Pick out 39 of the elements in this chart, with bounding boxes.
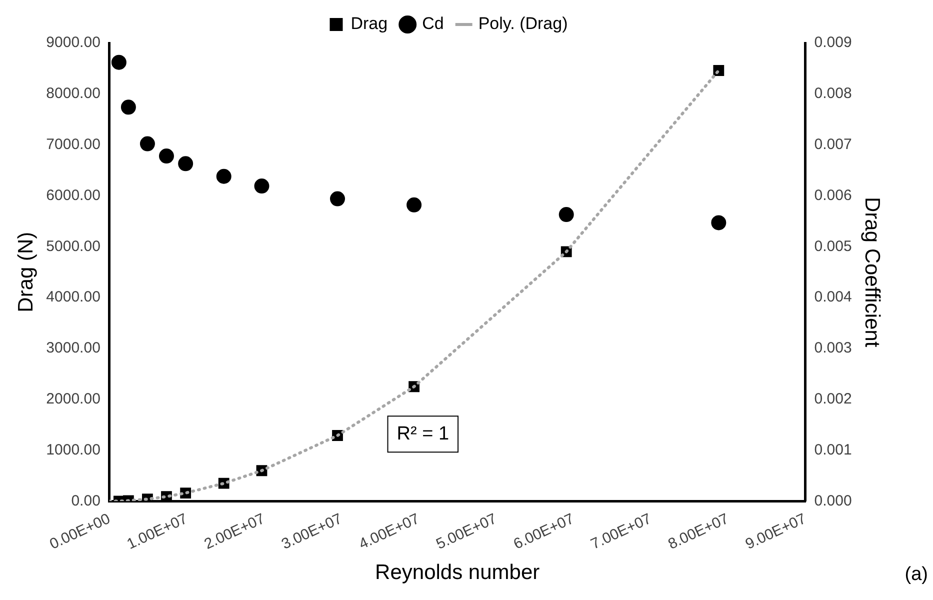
y-tick-label: 2000.00 (46, 390, 100, 408)
point (330, 191, 346, 206)
y2-tick-label: 0.004 (814, 288, 852, 306)
point (158, 148, 174, 164)
legend-label: Drag (350, 14, 388, 34)
text: (a) (904, 564, 928, 586)
y2-axis-title: Drag Coefficient (860, 196, 884, 348)
y2-tick-label: 0.009 (814, 34, 852, 52)
point (216, 168, 232, 184)
y-tick-label: 1000.00 (46, 441, 100, 458)
point (254, 178, 270, 194)
y2-tick-label: 0.007 (814, 136, 852, 153)
y-tick-label: 3000.00 (46, 340, 100, 357)
point (140, 136, 155, 152)
point (406, 197, 422, 212)
y-tick-label: 6000.00 (46, 186, 100, 204)
y-tick-label: 5000.00 (46, 238, 100, 255)
y2-tick-label: 0.006 (814, 186, 852, 204)
y2-tick-label: 0.002 (814, 390, 852, 408)
y-tick-label: 8000.00 (46, 85, 100, 102)
point (711, 215, 726, 230)
legend-label: Poly. (Drag) (478, 14, 568, 34)
point (558, 207, 574, 222)
annotation: R² = 1 (396, 423, 450, 444)
y-tick-label: 9000.00 (46, 34, 100, 52)
y2-tick-label: 0.003 (814, 340, 852, 357)
y2-tick-label: 0.001 (814, 441, 852, 458)
y-tick-label: 0.00 (71, 492, 100, 510)
point (120, 100, 136, 115)
legend-label: Cd (422, 14, 444, 34)
y-tick-label: 7000.00 (46, 136, 100, 153)
y2-tick-label: 0.008 (814, 85, 852, 102)
point (111, 54, 126, 70)
y-tick-label: 4000.00 (46, 288, 100, 306)
y-axis-title: Drag (N) (14, 232, 38, 312)
point (178, 156, 194, 172)
y2-tick-label: 0.000 (814, 492, 852, 510)
x-axis-title: Reynolds number (375, 561, 540, 584)
y2-tick-label: 0.005 (814, 238, 852, 255)
